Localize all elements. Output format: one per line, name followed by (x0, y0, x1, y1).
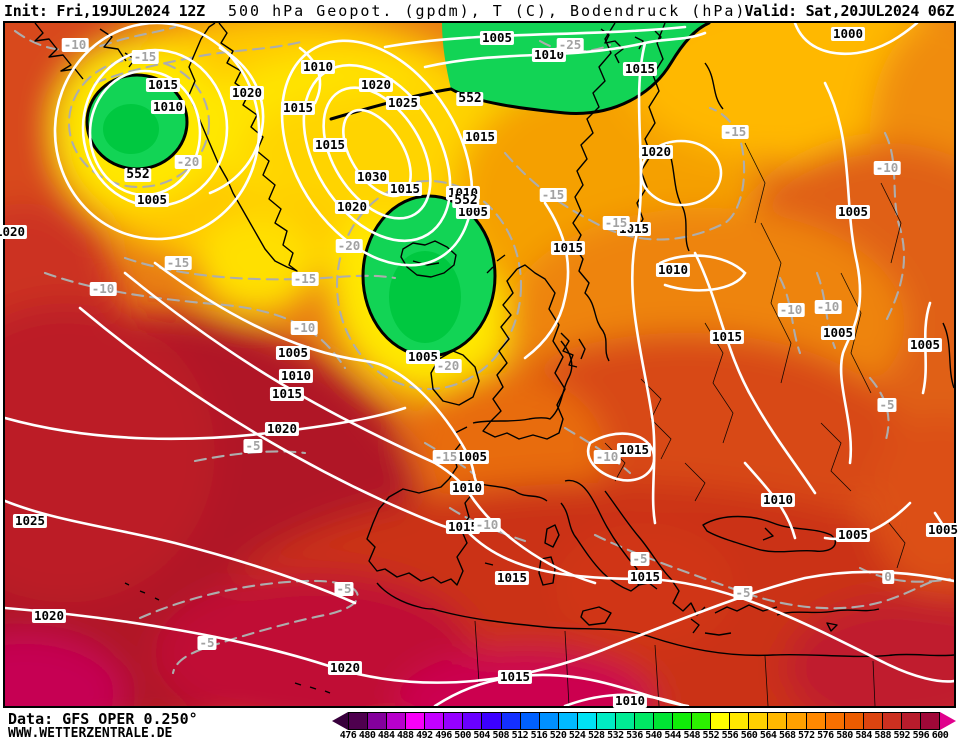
colorbar-segment (368, 713, 388, 729)
colorbar-segment (501, 713, 521, 729)
colorbar-segment (558, 713, 578, 729)
colorbar-segment (730, 713, 750, 729)
colorbar-tick: 548 (683, 730, 701, 741)
colorbar-tick: 552 (702, 730, 720, 741)
colorbar-tick-labels: 476 480 484 488 492 496 500 504 508 512 516 520 524 5… (340, 730, 949, 741)
colorbar-segment (768, 713, 788, 729)
colorbar-tick: 496 (435, 730, 452, 741)
colorbar-segment (425, 713, 445, 729)
colorbar-segment (882, 713, 902, 729)
colorbar-tick: 544 (664, 730, 681, 741)
colorbar-segment (673, 713, 693, 729)
colorbar-segment (749, 713, 769, 729)
colorbar-segment (539, 713, 559, 729)
colorbar-segment (711, 713, 731, 729)
colorbar-tick: 476 (339, 730, 357, 741)
colorbar-segment (520, 713, 540, 729)
colorbar-tick: 492 (416, 730, 433, 741)
colorbar-tick: 536 (626, 730, 643, 741)
colorbar-segment (634, 713, 654, 729)
colorbar-tick: 516 (530, 730, 548, 741)
colorbar-tick: 504 (473, 730, 490, 741)
colorbar-segment (787, 713, 807, 729)
colorbar-tick: 592 (893, 730, 911, 741)
colorbar-tick: 572 (798, 730, 815, 741)
colorbar-tick: 580 (836, 730, 853, 741)
colorbar-segment (482, 713, 502, 729)
colorbar-tick: 508 (492, 730, 510, 741)
colorbar-tick: 528 (587, 730, 605, 741)
country-borders (474, 142, 906, 706)
colorbar-segment (844, 713, 864, 729)
colorbar-tick: 480 (358, 730, 376, 741)
colorbar-segment (654, 713, 674, 729)
colorbar-tick: 600 (931, 730, 949, 741)
colorbar-tick: 556 (721, 730, 739, 741)
colorbar-tick: 584 (855, 730, 872, 741)
colorbar-tick: 560 (740, 730, 758, 741)
colorbar-segment (825, 713, 845, 729)
colorbar-tick: 484 (377, 730, 395, 741)
colorbar-tick: 500 (454, 730, 471, 741)
pressure-contours (5, 23, 954, 706)
geopotential-colorbar (348, 712, 940, 730)
colorbar-segment (615, 713, 635, 729)
colorbar-left-arrow (332, 712, 348, 730)
colorbar-segment (863, 713, 883, 729)
colorbar-tick: 524 (568, 730, 586, 741)
colorbar-segment (901, 713, 921, 729)
colorbar-tick: 512 (511, 730, 529, 741)
colorbar-tick: 588 (874, 730, 891, 741)
chart-title: 500 hPa Geopot. (gpdm), T (C), Bodendruc… (228, 2, 747, 20)
colorbar-segment (692, 713, 712, 729)
colorbar-tick: 564 (759, 730, 777, 741)
colorbar-tick: 568 (778, 730, 796, 741)
colorbar-segment (444, 713, 464, 729)
colorbar-segment (406, 713, 426, 729)
colorbar-tick: 520 (549, 730, 567, 741)
header-bar: Init: Fri,19JUL2024 12Z 500 hPa Geopot. … (0, 0, 959, 21)
colorbar-right-arrow (940, 712, 956, 730)
website-label: WWW.WETTERZENTRALE.DE (8, 726, 173, 741)
colorbar-tick: 596 (912, 730, 930, 741)
colorbar-segment (577, 713, 597, 729)
data-source-label: Data: GFS OPER 0.250° (8, 710, 198, 728)
colorbar-tick: 532 (607, 730, 624, 741)
init-time-label: Init: Fri,19JUL2024 12Z (4, 2, 205, 20)
map-graphic (5, 23, 954, 706)
colorbar-tick: 540 (645, 730, 662, 741)
colorbar-segment (920, 713, 939, 729)
colorbar-segment (463, 713, 483, 729)
colorbar-segment (596, 713, 616, 729)
valid-time-label: Valid: Sat,20JUL2024 06Z (744, 2, 954, 20)
colorbar-segment (806, 713, 826, 729)
colorbar-tick: 576 (817, 730, 834, 741)
colorbar-segment (349, 713, 369, 729)
colorbar-tick: 488 (397, 730, 414, 741)
weather-map (3, 21, 956, 708)
colorbar-segment (387, 713, 407, 729)
